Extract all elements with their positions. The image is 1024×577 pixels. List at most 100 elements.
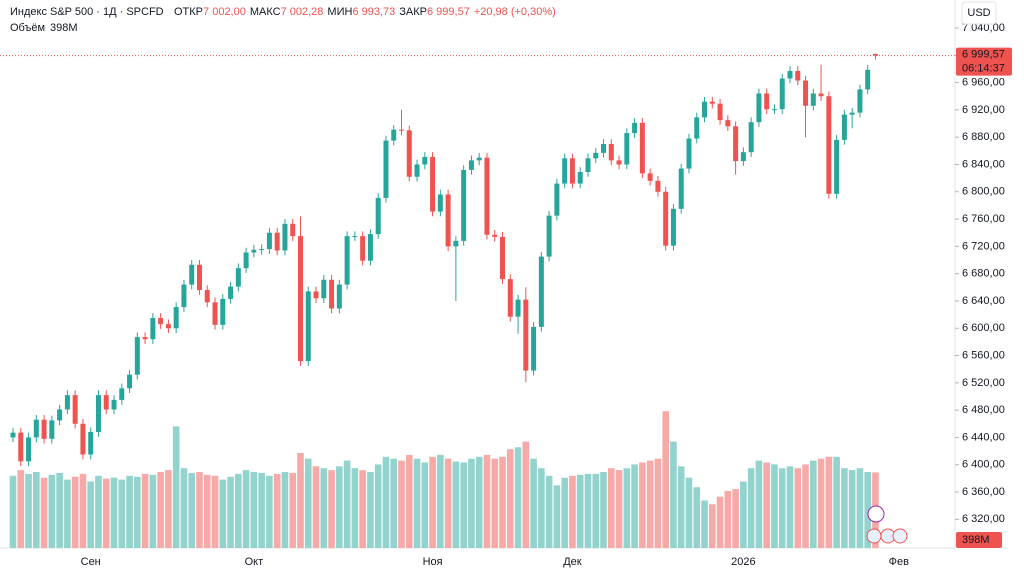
volume-bar bbox=[716, 496, 724, 548]
candle-body bbox=[468, 160, 474, 170]
candle-body bbox=[733, 126, 739, 162]
volume-bar bbox=[491, 458, 499, 548]
volume-bar bbox=[227, 476, 234, 548]
event-icon[interactable] bbox=[892, 528, 908, 544]
price-badge bbox=[956, 47, 1012, 76]
volume-bar bbox=[662, 411, 669, 548]
volume-bar bbox=[522, 441, 530, 548]
candle-body bbox=[158, 318, 164, 325]
candle-body bbox=[181, 284, 187, 308]
candle-body bbox=[383, 140, 389, 198]
candle-body bbox=[367, 234, 373, 261]
y-tick-label: 6 320,00 bbox=[962, 513, 1005, 525]
volume-bar bbox=[817, 458, 825, 548]
candle-body bbox=[103, 395, 109, 410]
currency[interactable]: USD bbox=[967, 7, 990, 19]
volume-bar bbox=[281, 472, 289, 548]
candle-body bbox=[476, 157, 482, 161]
y-tick-label: 6 760,00 bbox=[962, 213, 1005, 225]
candle-body bbox=[872, 53, 878, 56]
volume-bar bbox=[740, 481, 747, 548]
volume-bar bbox=[157, 472, 164, 548]
candle-body bbox=[624, 133, 630, 165]
volume-bar bbox=[312, 466, 320, 548]
candle-body bbox=[173, 307, 179, 329]
volume-bar bbox=[607, 468, 615, 548]
y-tick-label: 6 720,00 bbox=[962, 240, 1005, 252]
candle-body bbox=[717, 103, 723, 121]
volume-bar bbox=[25, 473, 32, 548]
volume-bar bbox=[266, 475, 273, 548]
candle-body bbox=[259, 249, 265, 251]
volume-bar bbox=[398, 460, 405, 548]
candle-body bbox=[297, 236, 303, 362]
candle-body bbox=[228, 286, 234, 299]
volume-bar bbox=[64, 479, 71, 548]
volume-bar bbox=[615, 470, 623, 548]
volume-bar bbox=[685, 477, 693, 548]
candle-body bbox=[857, 89, 863, 113]
candle-body bbox=[274, 232, 280, 251]
candle-body bbox=[33, 419, 39, 438]
volume-bar bbox=[17, 470, 25, 548]
event-icon[interactable] bbox=[866, 528, 882, 544]
volume-bar bbox=[763, 462, 770, 548]
volume-value: 398M bbox=[50, 22, 78, 34]
candle-body bbox=[531, 326, 537, 371]
candle-body bbox=[647, 173, 653, 181]
volume-bar bbox=[48, 474, 56, 548]
volume-bar bbox=[235, 473, 242, 548]
ohlc-label: МАКС bbox=[250, 6, 281, 18]
volume-bar bbox=[771, 464, 778, 548]
candle-body bbox=[764, 93, 770, 110]
candle-body bbox=[243, 252, 249, 269]
volume-bar bbox=[569, 475, 576, 548]
volume-bar bbox=[864, 472, 871, 548]
volume-bar bbox=[530, 458, 537, 548]
plot: 6 320,00 6 360,00 6 400,00 6 440,00 6 480,00… bbox=[0, 22, 1012, 568]
candle-body bbox=[639, 122, 645, 174]
price-badge-timer: 06:14:37 bbox=[962, 62, 1005, 74]
candle-body bbox=[57, 409, 63, 421]
volume-bar bbox=[71, 476, 79, 548]
volume-bar bbox=[33, 472, 40, 548]
volume-bar bbox=[250, 472, 258, 548]
volume-bar bbox=[336, 466, 343, 548]
currency-button[interactable] bbox=[961, 1, 997, 25]
candle-body bbox=[80, 423, 86, 455]
candle-body bbox=[375, 197, 381, 235]
volume-bar bbox=[810, 460, 817, 548]
volume-badge bbox=[956, 532, 1002, 548]
candle-body bbox=[725, 120, 731, 127]
candle-body bbox=[41, 419, 47, 439]
candle-body bbox=[290, 223, 296, 237]
candle-body bbox=[826, 96, 832, 194]
event-icon[interactable] bbox=[867, 505, 885, 523]
y-tick-label: 6 520,00 bbox=[962, 377, 1005, 389]
volume-bar bbox=[102, 478, 110, 548]
volume-bar bbox=[367, 472, 374, 548]
volume-bar bbox=[258, 472, 265, 548]
volume-bar bbox=[460, 462, 467, 548]
y-tick-label: 6 600,00 bbox=[962, 322, 1005, 334]
volume-bar bbox=[623, 468, 631, 548]
ohlc-value: 6 993,73 bbox=[352, 6, 395, 18]
volume-bar bbox=[87, 481, 94, 548]
candle-body bbox=[865, 69, 871, 90]
candle-body bbox=[72, 395, 78, 424]
candle-body bbox=[507, 279, 513, 317]
candle-body bbox=[484, 157, 490, 235]
volume-bar bbox=[475, 456, 483, 548]
y-tick-label: 6 960,00 bbox=[962, 76, 1005, 88]
volume-bar bbox=[95, 475, 102, 548]
candle-body bbox=[344, 236, 350, 285]
candle-body bbox=[632, 122, 638, 134]
candle-body bbox=[795, 70, 801, 81]
candle-body bbox=[834, 139, 840, 194]
volume-bar bbox=[856, 468, 864, 548]
candle-body bbox=[771, 109, 777, 111]
candle-body bbox=[414, 164, 420, 177]
volume-bar bbox=[149, 474, 157, 548]
volume-bar bbox=[670, 441, 677, 548]
